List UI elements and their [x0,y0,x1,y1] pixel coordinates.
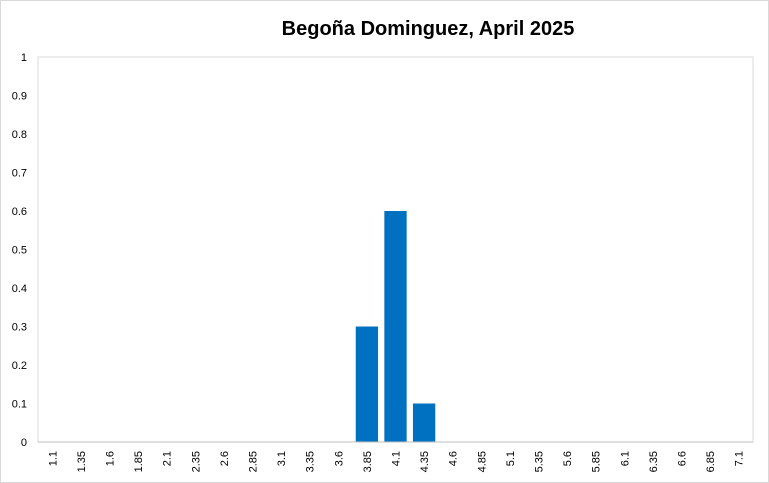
x-tick-label: 2.6 [219,451,231,466]
x-tick-label: 6.6 [677,451,689,466]
x-tick-label: 2.1 [162,451,174,466]
x-tick-label: 6.35 [648,451,660,472]
x-tick-label: 5.6 [562,451,574,466]
x-tick-label: 3.1 [276,451,288,466]
y-tick-label: 0.3 [12,322,27,334]
x-tick-label: 3.6 [333,451,345,466]
x-tick-label: 3.35 [305,451,317,472]
x-tick-label: 4.35 [419,451,431,472]
x-tick-label: 4.6 [448,451,460,466]
chart-title: Begoña Dominguez, April 2025 [281,18,575,40]
x-tick-label: 1.1 [47,451,59,466]
x-tick-label: 5.85 [591,451,603,472]
bar [355,326,379,442]
x-tick-label: 6.1 [619,451,631,466]
bar [412,403,436,442]
x-tick-label: 4.1 [391,451,403,466]
x-tick-label: 1.6 [105,451,117,466]
x-tick-label: 1.85 [133,451,145,472]
bar [384,211,407,442]
y-tick-label: 0 [21,437,27,449]
y-tick-label: 0.2 [12,360,27,372]
x-tick-label: 4.85 [476,451,488,472]
y-tick-label: 0.9 [12,91,27,103]
y-tick-label: 0.5 [12,245,27,257]
x-tick-label: 5.35 [534,451,546,472]
y-tick-label: 0.6 [12,206,27,218]
y-tick-label: 0.7 [12,168,27,180]
x-tick-label: 7.1 [734,451,746,466]
x-tick-label: 1.35 [76,451,88,472]
x-tick-label: 2.85 [248,451,260,472]
y-tick-label: 1 [21,52,27,64]
y-tick-label: 0.8 [12,129,27,141]
y-tick-label: 0.1 [12,399,27,411]
x-tick-label: 6.85 [705,451,717,472]
x-tick-label: 5.1 [505,451,517,466]
x-tick-label: 3.85 [362,451,374,472]
x-tick-label: 2.35 [190,451,202,472]
y-tick-label: 0.4 [12,283,27,295]
